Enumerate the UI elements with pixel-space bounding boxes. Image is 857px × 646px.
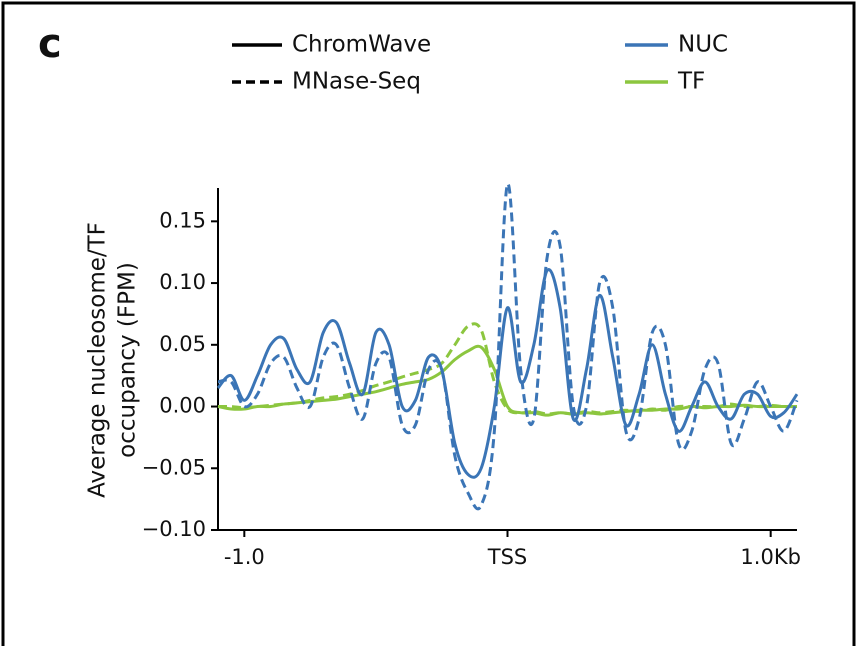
y-tick-label: 0.00 [159,394,206,418]
legend-label: ChromWave [292,32,431,58]
y-tick-label: −0.05 [142,455,206,479]
panel-label: c [38,21,62,67]
x-tick-label: TSS [487,545,528,569]
y-axis-label: Average nucleosome/TF [85,222,111,498]
x-tick-label: 1.0Kb [740,545,801,569]
legend-label: TF [677,69,705,95]
x-tick-label: -1.0 [224,545,265,569]
legend-label: NUC [678,32,728,58]
y-tick-label: 0.10 [159,270,206,294]
legend-label: MNase-Seq [292,69,421,95]
y-axis-label: occupancy (FPM) [115,262,141,458]
series-line [217,182,799,511]
y-tick-label: 0.05 [159,332,206,356]
y-tick-label: −0.10 [142,517,206,541]
series-line [216,268,799,479]
y-tick-label: 0.15 [159,208,206,232]
series-line [217,322,798,416]
